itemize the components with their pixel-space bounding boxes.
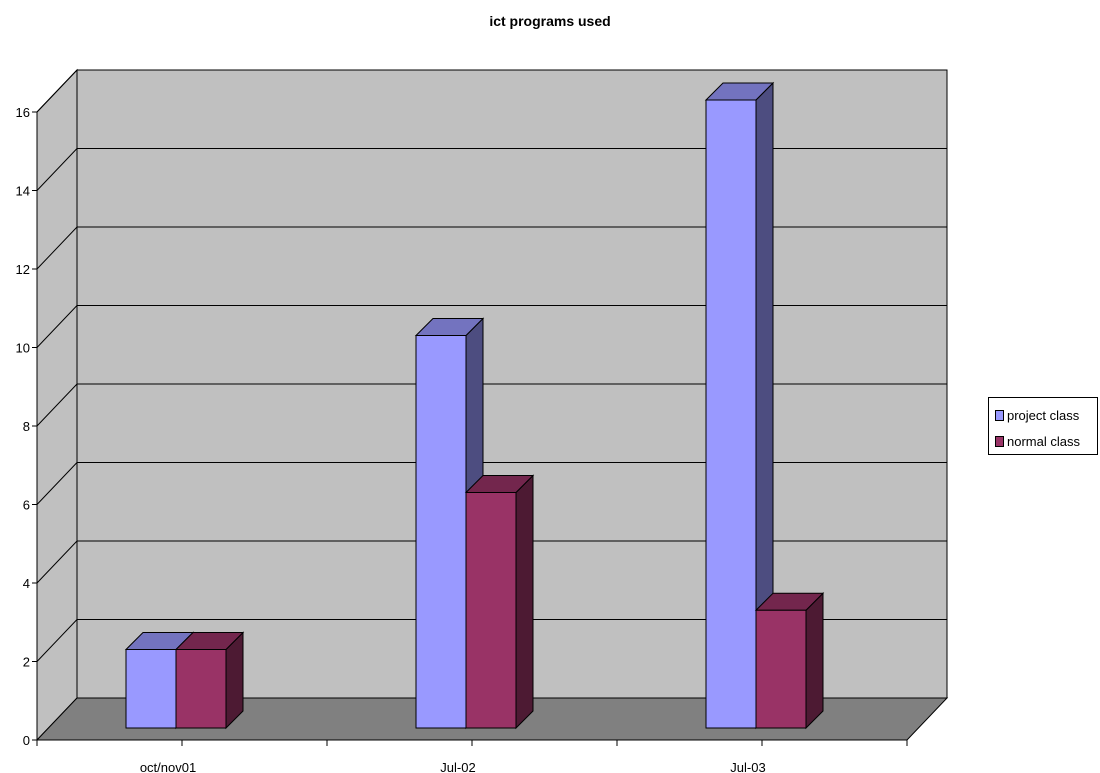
tick-labels: 0 2 4 6 8 10 12 14 16 oct/nov01 Jul-02 Jul-03 (16, 105, 766, 773)
bar-side (515, 474, 534, 730)
bar (464, 474, 535, 730)
legend: project class normal class (988, 397, 1098, 455)
bar-front (465, 492, 517, 729)
bar (174, 631, 245, 730)
legend-swatch-normal-class (995, 435, 1004, 447)
y-tick-label: 14 (16, 184, 30, 199)
gridline (36, 619, 947, 662)
chart-title: ict programs used (489, 13, 610, 29)
legend-swatch-project-class (995, 409, 1004, 421)
gridline (36, 226, 947, 270)
bar-front (755, 609, 807, 729)
y-tick-label: 16 (16, 105, 30, 120)
legend-item-project-class: project class (995, 407, 1079, 423)
bar-front (125, 649, 177, 729)
y-tick-label: 12 (16, 262, 30, 277)
y-tick-label: 4 (23, 576, 30, 591)
legend-label-project-class: project class (1007, 407, 1080, 423)
gridline (36, 69, 947, 113)
y-tick-label: 8 (23, 419, 30, 434)
bar-front (175, 649, 227, 729)
bars (124, 81, 825, 730)
bar-front (415, 335, 467, 729)
gridline (36, 148, 947, 191)
legend-item-normal-class: normal class (995, 433, 1080, 449)
bar-front (705, 99, 757, 729)
x-tick-label: oct/nov01 (140, 760, 196, 773)
y-tick-label: 0 (23, 733, 30, 748)
x-tick-label: Jul-03 (730, 760, 765, 773)
bar (754, 592, 825, 730)
gridline (36, 540, 947, 584)
gridline (36, 305, 947, 348)
bar (704, 81, 775, 730)
x-tick-label: Jul-02 (440, 760, 475, 773)
y-tick-label: 6 (23, 498, 30, 513)
gridline (36, 383, 947, 427)
gridlines (36, 69, 947, 662)
y-tick-label: 10 (16, 341, 30, 356)
y-tick-label: 2 (23, 655, 30, 670)
legend-label-normal-class: normal class (1007, 433, 1080, 449)
axes (32, 111, 908, 746)
gridline (36, 462, 947, 505)
bar-side (805, 592, 824, 730)
